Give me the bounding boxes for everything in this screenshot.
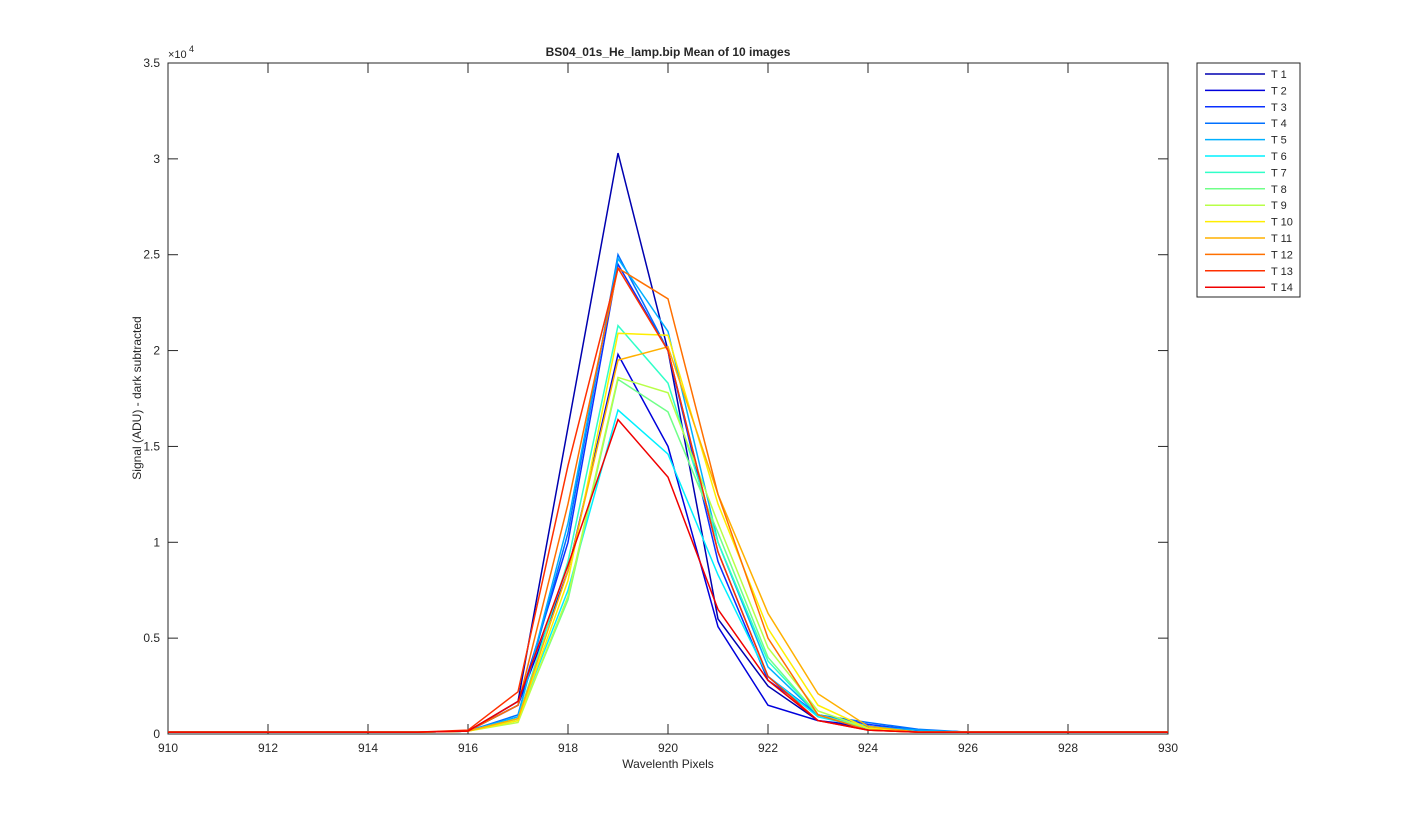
y-tick-label: 1.5	[143, 439, 160, 453]
legend-label: T 13	[1271, 266, 1293, 278]
x-tick-label: 930	[1158, 741, 1178, 755]
legend-label: T 3	[1271, 102, 1287, 114]
legend-label: T 10	[1271, 217, 1293, 229]
x-tick-label: 918	[558, 741, 578, 755]
legend-label: T 9	[1271, 200, 1287, 212]
x-tick-label: 926	[958, 741, 978, 755]
y-multiplier-exponent: 4	[189, 44, 194, 54]
x-tick-label: 920	[658, 741, 678, 755]
y-tick-label: 3	[153, 152, 160, 166]
y-tick-label: 0	[153, 727, 160, 741]
x-tick-label: 916	[458, 741, 478, 755]
legend-label: T 14	[1271, 282, 1293, 294]
y-axis-label: Signal (ADU) - dark subtracted	[130, 316, 144, 479]
x-tick-label: 922	[758, 741, 778, 755]
legend-label: T 6	[1271, 151, 1287, 163]
legend-label: T 1	[1271, 69, 1287, 81]
x-tick-label: 914	[358, 741, 378, 755]
plot-area	[167, 62, 1169, 735]
legend	[1196, 62, 1301, 298]
legend-label: T 11	[1271, 233, 1292, 245]
x-tick-label: 924	[858, 741, 878, 755]
legend-label: T 5	[1271, 135, 1287, 147]
y-multiplier: ×10	[168, 49, 187, 61]
legend-label: T 2	[1271, 85, 1287, 97]
x-tick-label: 912	[258, 741, 278, 755]
x-tick-label: 928	[1058, 741, 1078, 755]
legend-label: T 8	[1271, 184, 1287, 196]
chart-title: BS04_01s_He_lamp.bip Mean of 10 images	[546, 45, 791, 59]
legend-label: T 4	[1271, 118, 1287, 130]
y-tick-label: 2.5	[143, 248, 160, 262]
legend-label: T 12	[1271, 249, 1293, 261]
y-tick-label: 2	[153, 344, 160, 358]
series-line	[168, 418, 1168, 733]
x-axis-label: Wavelenth Pixels	[622, 757, 714, 771]
x-tick-label: 910	[158, 741, 178, 755]
y-tick-label: 3.5	[143, 56, 160, 70]
legend-label: T 7	[1271, 167, 1287, 179]
y-tick-label: 0.5	[143, 631, 160, 645]
y-tick-label: 1	[153, 535, 160, 549]
